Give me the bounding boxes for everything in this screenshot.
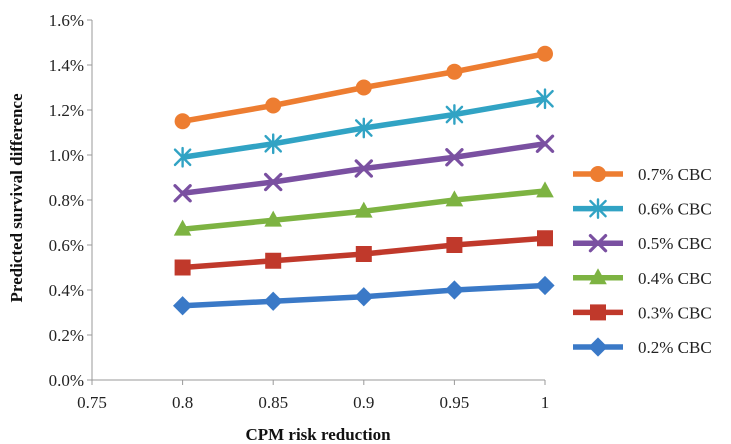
- legend-marker: [589, 198, 607, 219]
- data-point: [355, 246, 372, 262]
- series-0-4-cbc: [173, 181, 554, 236]
- data-point: [536, 181, 554, 198]
- y-tick-label: 0.6%: [49, 236, 84, 255]
- data-point: [445, 104, 464, 125]
- x-tick-label: 0.95: [440, 393, 470, 412]
- data-point: [535, 134, 555, 153]
- data-point: [264, 210, 282, 227]
- series-0-3-cbc: [174, 230, 553, 276]
- legend-entry: 0.4% CBC: [573, 268, 712, 288]
- series-layer: [173, 45, 555, 316]
- data-point: [535, 275, 555, 296]
- legend-label: 0.6% CBC: [638, 200, 712, 219]
- series-0-6-cbc: [173, 88, 554, 168]
- data-point: [355, 117, 373, 139]
- legend-label: 0.3% CBC: [638, 303, 712, 322]
- legend-entry: 0.3% CBC: [573, 303, 712, 322]
- legend-label: 0.5% CBC: [638, 234, 712, 253]
- series-0-5-cbc: [173, 134, 555, 203]
- legend-marker: [590, 166, 606, 182]
- legend-marker: [589, 268, 607, 285]
- x-tick-label: 0.75: [77, 393, 107, 412]
- data-point: [446, 63, 463, 80]
- y-axis-title: Predicted survival difference: [7, 93, 26, 302]
- data-point: [173, 146, 192, 168]
- legend-marker: [590, 304, 606, 321]
- series-0-2-cbc: [173, 275, 555, 316]
- data-point: [173, 219, 192, 236]
- legend-label: 0.2% CBC: [638, 338, 712, 357]
- data-point: [537, 45, 553, 62]
- x-axis: 0.75 0.8 0.85 0.9 0.95 1: [77, 379, 550, 412]
- data-point: [354, 159, 373, 178]
- series-0-7-cbc: [174, 45, 553, 130]
- y-tick-label: 0.2%: [49, 326, 84, 345]
- y-tick-label: 1.0%: [49, 146, 84, 165]
- legend-marker: [588, 337, 608, 357]
- x-tick-label: 0.85: [258, 393, 288, 412]
- x-tick-label: 1: [541, 393, 550, 412]
- y-axis: 0.0% 0.2% 0.4% 0.6% 0.8% 1.0% 1.2% 1.4% 1.6%: [49, 11, 93, 390]
- legend-marker: [588, 234, 608, 253]
- legend-label: 0.4% CBC: [638, 269, 712, 288]
- data-point: [444, 280, 464, 300]
- x-axis-title: CPM risk reduction: [245, 425, 391, 444]
- data-point: [354, 287, 374, 307]
- data-point: [446, 237, 463, 253]
- data-point: [264, 133, 282, 155]
- y-tick-label: 1.4%: [49, 56, 84, 75]
- legend-label: 0.7% CBC: [638, 165, 712, 184]
- y-tick-label: 1.6%: [49, 11, 84, 30]
- legend-entry: 0.7% CBC: [573, 165, 712, 184]
- data-point: [355, 79, 372, 96]
- data-point: [174, 259, 191, 276]
- legend-entry: 0.2% CBC: [573, 337, 712, 357]
- y-tick-label: 0.8%: [49, 191, 84, 210]
- legend: 0.7% CBC 0.6% CBC 0.5% CBC 0.4% CBC 0.3% CBC…: [573, 165, 712, 357]
- data-point: [445, 148, 464, 167]
- data-point: [536, 88, 554, 110]
- y-tick-label: 1.2%: [49, 101, 84, 120]
- x-tick-label: 0.9: [353, 393, 374, 412]
- y-tick-label: 0.0%: [49, 371, 84, 390]
- data-point: [355, 201, 373, 218]
- x-tick-label: 0.8: [172, 393, 193, 412]
- data-point: [174, 113, 191, 130]
- data-point: [173, 296, 193, 316]
- data-point: [264, 172, 283, 192]
- data-point: [265, 252, 282, 269]
- legend-entry: 0.6% CBC: [573, 198, 712, 219]
- y-tick-label: 0.4%: [49, 281, 84, 300]
- data-point: [263, 291, 283, 311]
- data-point: [445, 190, 464, 207]
- legend-entry: 0.5% CBC: [573, 234, 712, 253]
- data-point: [265, 97, 282, 114]
- data-point: [537, 230, 553, 247]
- data-point: [173, 184, 192, 203]
